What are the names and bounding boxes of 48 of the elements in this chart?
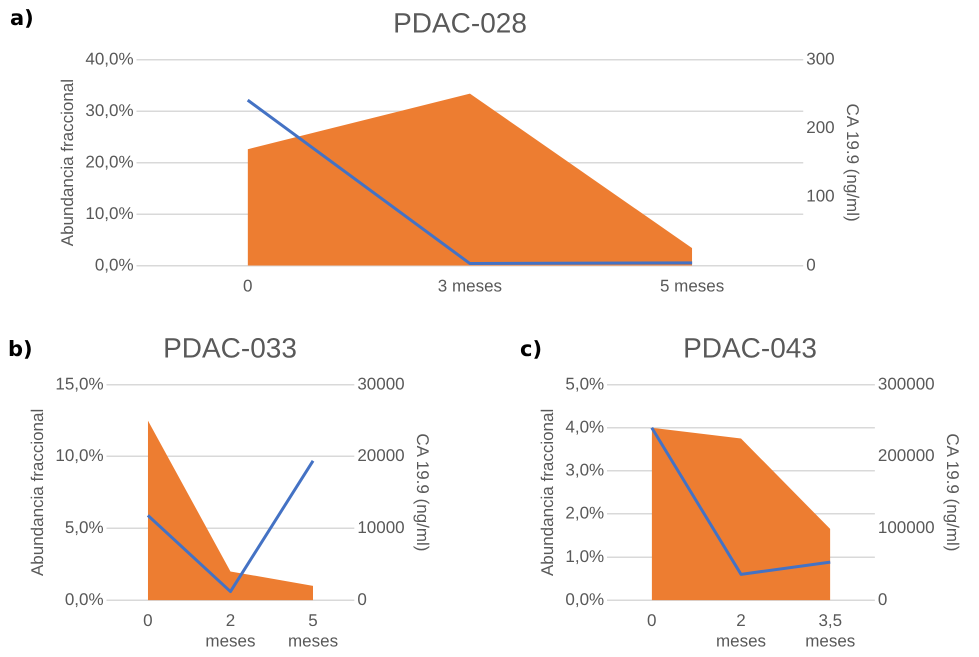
y-tick-label: 15,0%: [55, 374, 104, 394]
x-tick-label: 0: [647, 611, 657, 630]
y2-axis-title: CA 19.9 (ng/ml): [413, 433, 432, 552]
y2-tick-label: 30000: [357, 374, 405, 394]
y2-tick-label: 0: [806, 255, 816, 274]
y-tick-label: 10,0%: [85, 204, 134, 223]
y-tick-label: 3,0%: [565, 460, 604, 480]
y-axis-title: Abundancia fraccional: [58, 78, 77, 246]
text: a): [10, 6, 34, 30]
y-tick-label: 5,0%: [565, 374, 604, 394]
y-tick-label: 10,0%: [55, 446, 104, 466]
y2-tick-label: 200: [806, 118, 835, 137]
text: c): [520, 337, 542, 361]
y-axis-title: Abundancia fraccional: [538, 408, 557, 576]
x-tick-label: 0: [143, 611, 153, 630]
y-tick-label: 40,0%: [85, 49, 134, 68]
y-tick-label: 0,0%: [94, 255, 134, 274]
y-axis-title: Abundancia fraccional: [28, 408, 47, 576]
x-tick-label: 5 meses: [288, 611, 338, 650]
y-tick-label: 30,0%: [85, 100, 134, 120]
y2-tick-label: 0: [357, 590, 367, 609]
y2-tick-label: 100: [806, 186, 835, 206]
y2-tick-label: 0: [878, 590, 888, 609]
y2-tick-label: 300: [806, 49, 835, 68]
chart-title: PDAC-028: [393, 8, 527, 39]
y-tick-label: 20,0%: [85, 152, 134, 172]
y2-tick-label: 20000: [357, 446, 405, 466]
x-tick-label: 3 meses: [438, 276, 502, 296]
y-tick-label: 5,0%: [64, 518, 104, 538]
x-tick-label: 2 meses: [716, 611, 766, 650]
y2-tick-label: 200000: [878, 446, 935, 466]
y2-tick-label: 10000: [357, 518, 405, 538]
y-tick-label: 0,0%: [64, 590, 104, 609]
x-tick-label: 2 meses: [205, 611, 256, 650]
x-tick-label: 3,5 meses: [805, 611, 856, 650]
y-tick-label: 0,0%: [565, 590, 604, 609]
y-tick-label: 4,0%: [565, 417, 604, 436]
x-tick-label: 0: [242, 276, 252, 296]
y2-axis-title: CA 19.9 (ng/ml): [943, 433, 962, 552]
chart-title: PDAC-033: [163, 332, 297, 364]
y-tick-label: 2,0%: [565, 504, 604, 523]
text: b): [8, 337, 33, 361]
y-tick-label: 1,0%: [565, 546, 604, 566]
x-tick-label: 5 meses: [660, 276, 724, 296]
y2-tick-label: 100000: [878, 518, 935, 538]
y2-tick-label: 300000: [878, 374, 935, 394]
y2-axis-title: CA 19.9 (ng/ml): [843, 104, 862, 222]
chart-title: PDAC-043: [683, 332, 817, 364]
